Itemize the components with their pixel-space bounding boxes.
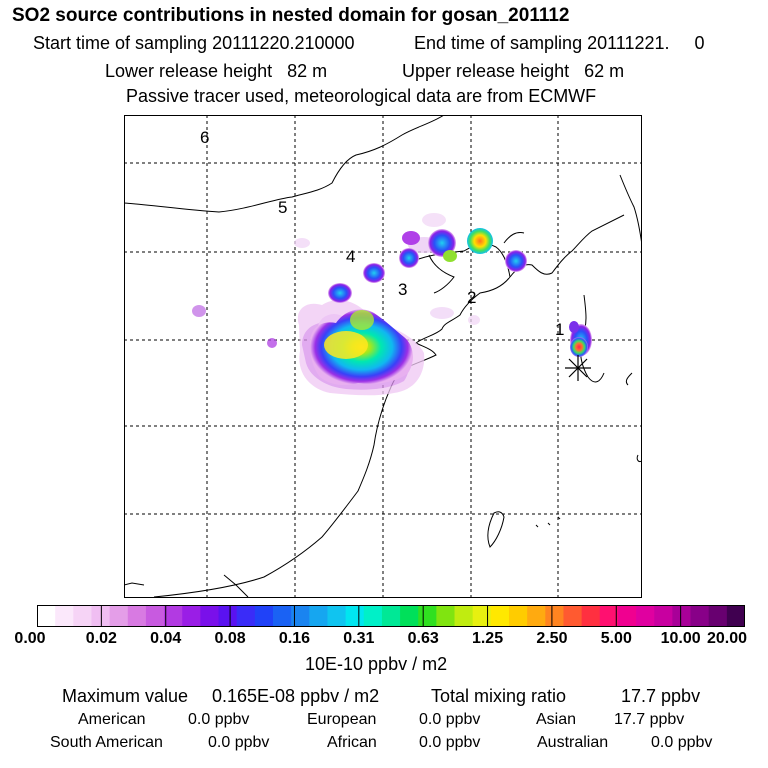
colorbar-swatch [254, 605, 274, 627]
colorbar-swatch [599, 605, 619, 627]
colorbar-swatch [109, 605, 129, 627]
colorbar [37, 605, 745, 627]
sampling-end-text: End time of sampling 20111221. 0 [414, 33, 705, 53]
colorbar-tick-label: 0.02 [85, 630, 117, 647]
colorbar-tick-label: 2.50 [536, 630, 568, 647]
colorbar-tick-label: 10.00 [660, 630, 701, 647]
colorbar-swatch [581, 605, 601, 627]
colorbar-swatch [381, 605, 401, 627]
region-label-european: European [307, 711, 377, 728]
colorbar-swatch [400, 605, 419, 627]
colorbar-swatch [363, 605, 383, 627]
region-label-south-american: South American [50, 734, 163, 751]
colorbar-swatch [291, 605, 310, 627]
colorbar-swatch [218, 605, 238, 627]
colorbar-swatch [55, 605, 74, 627]
marker-label-5: 5 [278, 198, 287, 217]
colorbar-frame [37, 605, 745, 627]
colorbar-swatch [527, 605, 546, 627]
region-label-asian: Asian [536, 711, 577, 728]
colorbar-tick-label: 0.08 [214, 630, 246, 647]
colorbar-swatch [654, 605, 673, 627]
colorbar-tick-label: 20.00 [706, 630, 748, 647]
colorbar-unit: 10E-10 ppbv / m2 [305, 654, 448, 674]
colorbar-swatch [37, 605, 56, 627]
colorbar-swatch [345, 605, 365, 627]
lower-release-height-text: Lower release height 82 m [105, 61, 328, 81]
region-label-american: American [78, 711, 146, 728]
map-frame [124, 115, 642, 598]
colorbar-swatch [636, 605, 655, 627]
region-value-european: 0.0 ppbv [419, 711, 481, 728]
colorbar-swatch [127, 605, 147, 627]
colorbar-swatch [617, 605, 637, 627]
colorbar-swatch [73, 605, 93, 627]
region-value-asian: 17.7 ppbv [614, 711, 685, 728]
colorbar-swatch [436, 605, 456, 627]
region-value-american: 0.0 ppbv [188, 711, 250, 728]
colorbar-swatch [236, 605, 256, 627]
region-value-south-american: 0.0 ppbv [208, 734, 270, 751]
region-label-australian: Australian [537, 734, 609, 751]
marker-label-3: 3 [398, 280, 407, 299]
colorbar-tick-label: 0.31 [343, 630, 375, 647]
colorbar-swatch [472, 605, 492, 627]
tracer-note-text: Passive tracer used, meteorological data… [126, 86, 597, 106]
upper-release-height-text: Upper release height 62 m [402, 61, 625, 81]
max-value-label: Maximum value [62, 686, 189, 706]
sampling-start-text: Start time of sampling 20111220.210000 [33, 33, 355, 53]
region-value-african: 0.0 ppbv [419, 734, 481, 751]
colorbar-swatch [690, 605, 710, 627]
colorbar-swatch [309, 605, 329, 627]
colorbar-swatch [91, 605, 111, 627]
colorbar-swatch [200, 605, 220, 627]
marker-label-2: 2 [467, 288, 476, 307]
marker-label-4: 4 [346, 247, 355, 266]
colorbar-swatch [509, 605, 528, 627]
plume-core [310, 228, 592, 385]
colorbar-swatch [273, 605, 292, 627]
colorbar-swatch [418, 605, 437, 627]
colorbar-swatch [454, 605, 474, 627]
colorbar-swatch [545, 605, 565, 627]
colorbar-swatch [490, 605, 510, 627]
colorbar-tick-label: 0.04 [150, 630, 182, 647]
colorbar-tick-label: 1.25 [471, 630, 504, 647]
colorbar-swatch [708, 605, 728, 627]
colorbar-swatch [145, 605, 165, 627]
colorbar-swatch [182, 605, 201, 627]
total-mixing-ratio-value: 17.7 ppbv [621, 686, 701, 706]
marker-label-1: 1 [555, 320, 564, 339]
colorbar-swatch [726, 605, 745, 627]
marker-label-6: 6 [200, 128, 209, 147]
colorbar-tick-label: 5.00 [600, 630, 632, 647]
region-value-australian: 0.0 ppbv [651, 734, 713, 751]
total-mixing-ratio-label: Total mixing ratio [431, 686, 567, 706]
max-value: 0.165E-08 ppbv / m2 [212, 686, 380, 706]
colorbar-swatch [327, 605, 347, 627]
colorbar-swatch [672, 605, 692, 627]
colorbar-tick-label: 0.16 [278, 630, 311, 647]
colorbar-tick-label: 0.63 [407, 630, 439, 647]
plot-title: SO2 source contributions in nested domai… [12, 5, 570, 26]
asterisk-icon [565, 355, 591, 381]
colorbar-swatch [164, 605, 183, 627]
concentration-map: 6 5 4 3 2 1 [124, 115, 642, 598]
colorbar-tick-label: 0.00 [14, 630, 46, 647]
region-label-african: African [327, 734, 377, 751]
colorbar-swatch [563, 605, 583, 627]
